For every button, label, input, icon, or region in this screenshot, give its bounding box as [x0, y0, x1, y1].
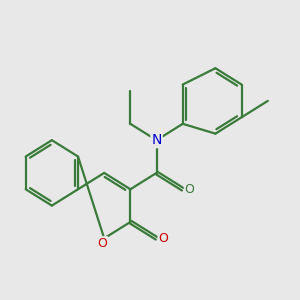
Text: O: O: [158, 232, 168, 245]
Text: N: N: [152, 133, 162, 147]
Text: O: O: [184, 183, 194, 196]
Text: O: O: [98, 237, 107, 250]
